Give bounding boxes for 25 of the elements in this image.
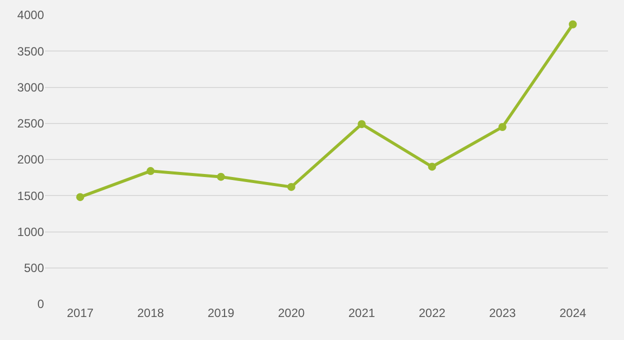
point — [216, 172, 225, 181]
point — [428, 162, 436, 171]
point — [498, 122, 506, 131]
x-tick-label: 2019 — [208, 306, 235, 320]
x-tick-label: 2021 — [348, 306, 376, 320]
y-tick-label: 2500 — [17, 116, 44, 131]
y-tick-label: 500 — [24, 261, 44, 276]
point — [568, 20, 577, 28]
y-tick-label: 3000 — [17, 80, 44, 94]
y-tick-label: 3500 — [17, 44, 44, 58]
y-tick-label: 2000 — [17, 152, 44, 167]
y-tick-label: 1500 — [17, 188, 44, 203]
point — [358, 120, 366, 128]
x-tick-label: 2018 — [137, 306, 164, 320]
point — [76, 193, 84, 202]
x-tick-label: 2020 — [278, 306, 305, 320]
x-tick-label: 2022 — [418, 306, 446, 320]
point — [146, 167, 155, 176]
point — [287, 182, 296, 191]
x-tick-label: 2017 — [66, 306, 94, 320]
y-tick-label: 4000 — [17, 8, 44, 22]
x-tick-label: 2024 — [559, 306, 586, 320]
x-tick-label: 2023 — [489, 306, 516, 320]
y-tick-label: 0 — [37, 297, 44, 312]
y-tick-label: 1000 — [17, 224, 44, 239]
